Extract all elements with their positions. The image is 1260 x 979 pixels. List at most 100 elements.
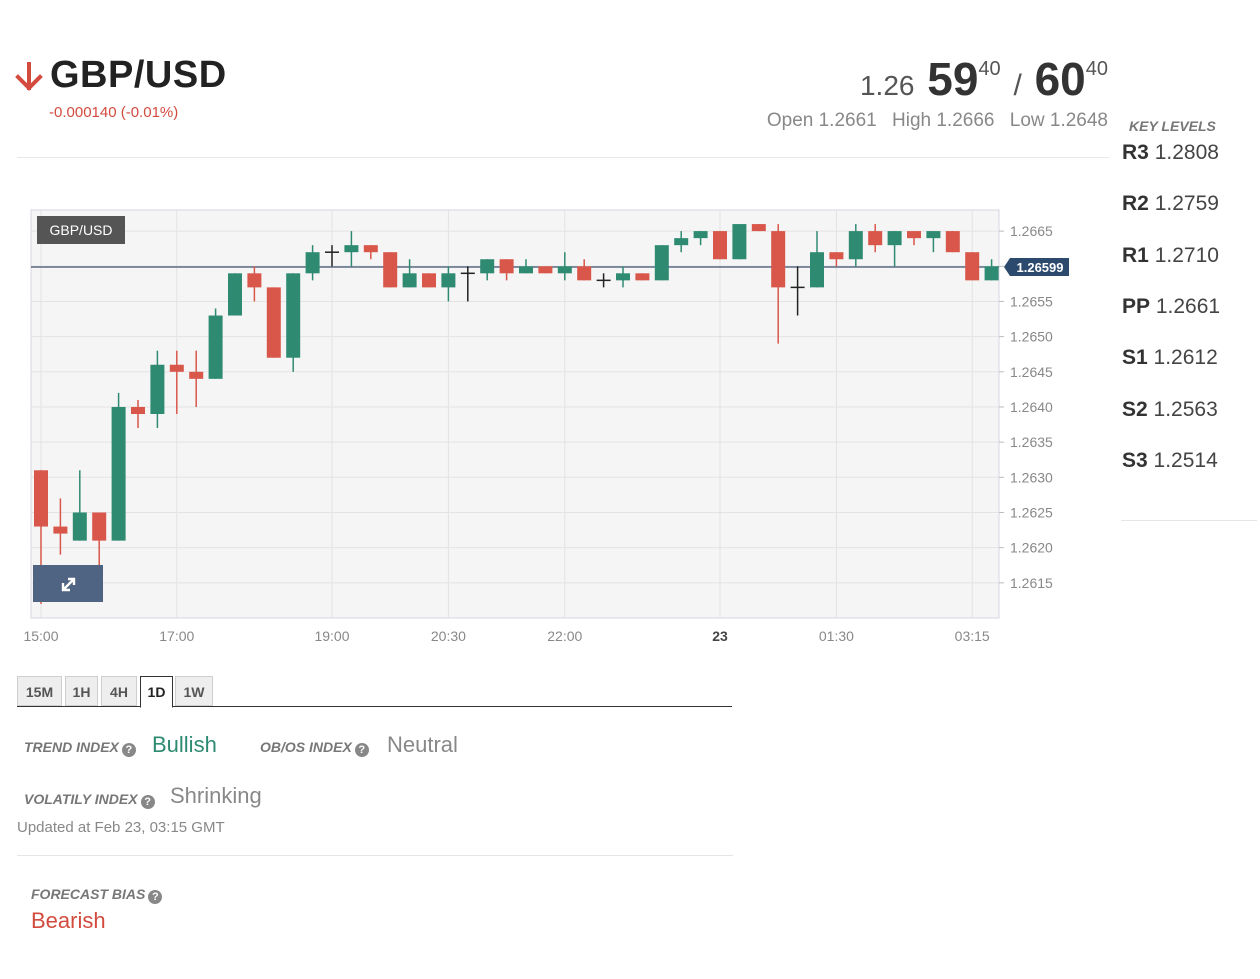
key-level-r1: R1 1.2710 [1122, 244, 1219, 268]
x-tick-label: 01:30 [819, 628, 854, 644]
key-level-s2: S2 1.2563 [1122, 398, 1218, 422]
down-arrow-icon [15, 62, 43, 91]
candle-body [732, 224, 747, 260]
bid-prefix: 1.26 [859, 70, 915, 101]
forecast-bias-text: FORECAST BIAS [31, 886, 146, 902]
key-level-s3: S3 1.2514 [1122, 449, 1218, 473]
y-tick-label: 1.2650 [1010, 329, 1053, 345]
key-level-value: 1.2612 [1147, 346, 1218, 370]
key-level-name: S2 [1122, 397, 1148, 421]
key-levels-divider [1121, 520, 1257, 521]
candle-body [907, 231, 921, 239]
price-change: -0.000140 (-0.01%) [49, 104, 179, 121]
bid-big: 59 [927, 53, 979, 105]
high-value: High 1.2666 [892, 110, 995, 131]
x-tick-label: 03:15 [955, 628, 990, 644]
y-tick-label: 1.2645 [1010, 364, 1053, 380]
candle-body [771, 231, 786, 288]
help-icon[interactable]: ? [354, 743, 369, 757]
obos-index-value: Neutral [387, 732, 458, 757]
candle-body [751, 224, 766, 232]
timeframe-tab-15m[interactable]: 15M [17, 676, 62, 706]
candle-body [810, 252, 824, 288]
candle-body [480, 259, 495, 274]
low-value: Low 1.2648 [1009, 110, 1108, 131]
candle-body [111, 406, 126, 541]
candle-body [887, 231, 902, 246]
candle-body [519, 266, 533, 274]
key-level-value: 1.2514 [1147, 448, 1218, 472]
open-value: Open 1.2661 [766, 110, 877, 131]
help-icon[interactable]: ? [121, 743, 136, 757]
candle-body [305, 252, 320, 274]
candle-body [383, 252, 398, 288]
candle-body [693, 231, 708, 239]
volatility-index-value: Shrinking [170, 783, 262, 808]
y-tick-label: 1.2640 [1010, 399, 1053, 415]
current-price-tag [1004, 257, 1069, 276]
help-icon[interactable]: ? [148, 890, 163, 904]
key-level-pp: PP 1.2661 [1122, 295, 1220, 319]
candle-body [92, 512, 107, 541]
x-tick-label: 22:00 [547, 628, 582, 644]
timeframe-tab-4h[interactable]: 4H [101, 676, 137, 706]
key-level-name: R1 [1122, 243, 1149, 267]
key-level-r3: R3 1.2808 [1122, 141, 1219, 165]
open-high-low: Open 1.2661 High 1.2666 Low 1.2648 [757, 110, 1108, 132]
key-level-value: 1.2710 [1148, 243, 1219, 267]
key-level-value: 1.2661 [1150, 294, 1221, 318]
candle-body [713, 231, 727, 260]
obos-index-text: OB/OS INDEX [260, 739, 352, 755]
key-level-r2: R2 1.2759 [1122, 192, 1219, 216]
candle-body [266, 287, 281, 358]
y-tick-label: 1.2615 [1010, 575, 1053, 591]
header-divider [17, 157, 1109, 158]
timeframe-tab-1d[interactable]: 1D [140, 676, 173, 708]
timeframe-tab-1w[interactable]: 1W [175, 676, 213, 706]
candle-body [131, 406, 145, 414]
y-tick-label: 1.2625 [1010, 504, 1053, 520]
candle-body [441, 273, 456, 288]
y-tick-label: 1.2655 [1010, 293, 1053, 309]
symbol-title: GBP/USD [50, 54, 227, 96]
updated-timestamp: Updated at Feb 23, 03:15 GMT [17, 819, 225, 836]
candle-body [499, 259, 514, 274]
help-icon[interactable]: ? [140, 795, 155, 809]
y-tick-label: 1.2630 [1010, 469, 1053, 485]
candle-body [363, 245, 378, 253]
key-level-s1: S1 1.2612 [1122, 346, 1218, 370]
candle-body [945, 231, 960, 253]
key-level-name: R2 [1122, 192, 1149, 216]
key-level-name: S1 [1122, 346, 1148, 370]
candle-body [868, 231, 883, 246]
key-level-name: S3 [1122, 448, 1148, 472]
candlestick-chart[interactable]: 1.2615 1.2620 1.2625 1.2630 1.2635 1.2640 1.26… [0, 200, 1110, 660]
key-levels-title: KEY LEVELS [1129, 118, 1216, 134]
key-level-value: 1.2759 [1148, 192, 1219, 216]
candle-body [228, 273, 242, 316]
candle-body [654, 245, 669, 281]
x-tick-label: 15:00 [23, 628, 58, 644]
tabs-underline [17, 706, 732, 707]
current-price-label: 1.26599 [1017, 260, 1064, 275]
indices-divider [17, 855, 733, 856]
trend-index-label: TREND INDEX? [24, 739, 136, 757]
forecast-bias-value: Bearish [31, 908, 106, 933]
forecast-bias-label: FORECAST BIAS? [31, 886, 163, 904]
expand-icon [61, 577, 76, 592]
candle-body [965, 252, 980, 281]
trend-index-text: TREND INDEX [24, 739, 119, 755]
candle-body [926, 231, 941, 239]
x-tick-label: 20:30 [431, 628, 466, 644]
candle-body [635, 273, 650, 281]
candle-body [344, 245, 359, 253]
expand-chart-button[interactable] [33, 565, 103, 602]
candle-body [150, 364, 165, 414]
y-tick-label: 1.2620 [1010, 540, 1053, 556]
candle-body [422, 273, 436, 288]
candle-body [402, 273, 417, 288]
candle-body [829, 252, 844, 260]
candle-body [984, 266, 999, 281]
candle-body [557, 266, 572, 274]
timeframe-tab-1h[interactable]: 1H [65, 676, 98, 706]
